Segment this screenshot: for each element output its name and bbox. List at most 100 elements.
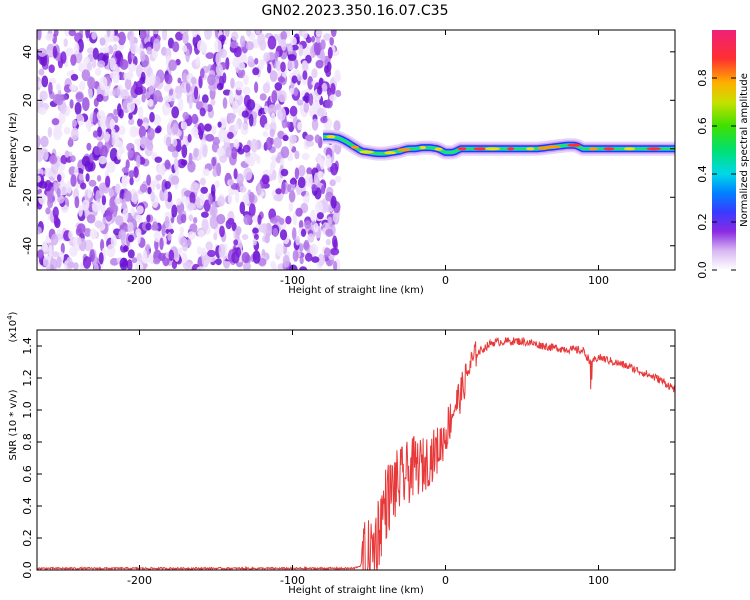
noise-speckle (204, 123, 212, 132)
noise-speckle (197, 40, 206, 52)
noise-speckle (154, 156, 163, 163)
noise-speckle (77, 236, 82, 246)
noise-speckle (329, 94, 337, 102)
noise-speckle (169, 89, 174, 96)
noise-speckle (290, 36, 297, 47)
noise-speckle (187, 160, 196, 173)
noise-speckle (87, 61, 93, 72)
noise-speckle (149, 72, 156, 86)
noise-speckle (85, 173, 90, 182)
noise-speckle (53, 30, 59, 37)
noise-speckle (302, 60, 309, 72)
noise-speckle (282, 254, 290, 268)
noise-speckle (303, 101, 310, 113)
track-hotspot (623, 147, 636, 151)
noise-speckle (254, 57, 259, 65)
noise-speckle (167, 232, 172, 241)
noise-speckle (313, 222, 319, 233)
noise-speckle (237, 61, 246, 71)
noise-speckle (316, 212, 324, 220)
noise-speckle (65, 47, 74, 57)
noise-speckle (165, 228, 174, 235)
noise-speckle (243, 167, 253, 181)
noise-speckle (262, 82, 271, 94)
snr-x-tick-label: 100 (588, 574, 609, 587)
noise-speckle (277, 76, 286, 83)
noise-speckle (122, 207, 129, 222)
noise-speckle (291, 227, 297, 241)
noise-speckle (201, 94, 209, 104)
noise-speckle (119, 257, 129, 270)
noise-speckle (208, 193, 213, 206)
noise-speckle (335, 89, 342, 98)
noise-speckle (110, 258, 119, 266)
noise-speckle (97, 60, 106, 68)
noise-speckle (132, 192, 138, 205)
noise-speckle (295, 235, 301, 246)
track-hotspot (646, 147, 661, 151)
noise-speckle (121, 175, 129, 186)
noise-speckle (297, 121, 303, 131)
noise-speckle (214, 39, 222, 53)
noise-speckle (152, 38, 161, 52)
noise-speckle (264, 234, 270, 244)
track-hotspot (484, 147, 501, 151)
noise-speckle (114, 197, 123, 205)
noise-speckle (148, 85, 155, 95)
snr-x-ticks: -200 -100 0 100 (127, 330, 609, 587)
noise-speckle (255, 30, 261, 35)
noise-speckle (280, 168, 289, 177)
noise-speckle (243, 214, 251, 226)
noise-speckle (107, 45, 114, 55)
noise-speckle (81, 69, 91, 82)
noise-speckle (155, 174, 162, 181)
noise-speckle (146, 46, 153, 55)
noise-speckle (258, 59, 264, 71)
noise-speckle (308, 93, 314, 106)
noise-speckle (292, 249, 299, 262)
noise-speckle (66, 181, 72, 194)
noise-speckle (48, 244, 53, 258)
snr-y-tick-label: 0.2 (21, 529, 34, 547)
noise-speckle (264, 123, 271, 131)
noise-speckle (163, 189, 169, 203)
noise-speckle (182, 261, 192, 270)
noise-speckle (112, 71, 120, 84)
noise-speckle (299, 266, 308, 270)
track-hotspot (526, 147, 535, 151)
noise-speckle (208, 83, 215, 91)
noise-speckle (272, 227, 279, 238)
noise-speckle (219, 48, 228, 59)
noise-speckle (112, 88, 121, 97)
noise-speckle (267, 35, 277, 50)
noise-speckle (104, 131, 110, 143)
noise-speckle (176, 197, 182, 206)
noise-speckle (332, 235, 338, 249)
noise-speckle (115, 215, 124, 226)
noise-speckle (48, 64, 55, 73)
noise-speckle (188, 95, 193, 110)
noise-speckle (87, 188, 93, 199)
track-hotspot (419, 146, 426, 150)
noise-speckle (235, 226, 242, 235)
noise-speckle (189, 192, 196, 205)
noise-speckle (323, 33, 332, 41)
noise-speckle (42, 259, 49, 267)
track-hotspot (473, 147, 487, 151)
noise-speckle (321, 82, 328, 93)
snr-x-tick-label: -100 (280, 574, 305, 587)
noise-speckle (316, 107, 325, 117)
noise-speckle (98, 252, 104, 265)
noise-speckle (94, 220, 103, 228)
noise-speckle (123, 190, 132, 202)
noise-speckle (218, 128, 226, 142)
noise-speckle (63, 38, 68, 47)
noise-speckle (51, 251, 60, 258)
noise-speckle (121, 167, 129, 173)
noise-speckle (136, 205, 144, 215)
noise-speckle (145, 243, 151, 250)
noise-speckle (85, 30, 90, 39)
noise-speckle (129, 34, 134, 47)
noise-speckle (272, 262, 277, 270)
noise-speckle (95, 67, 102, 77)
